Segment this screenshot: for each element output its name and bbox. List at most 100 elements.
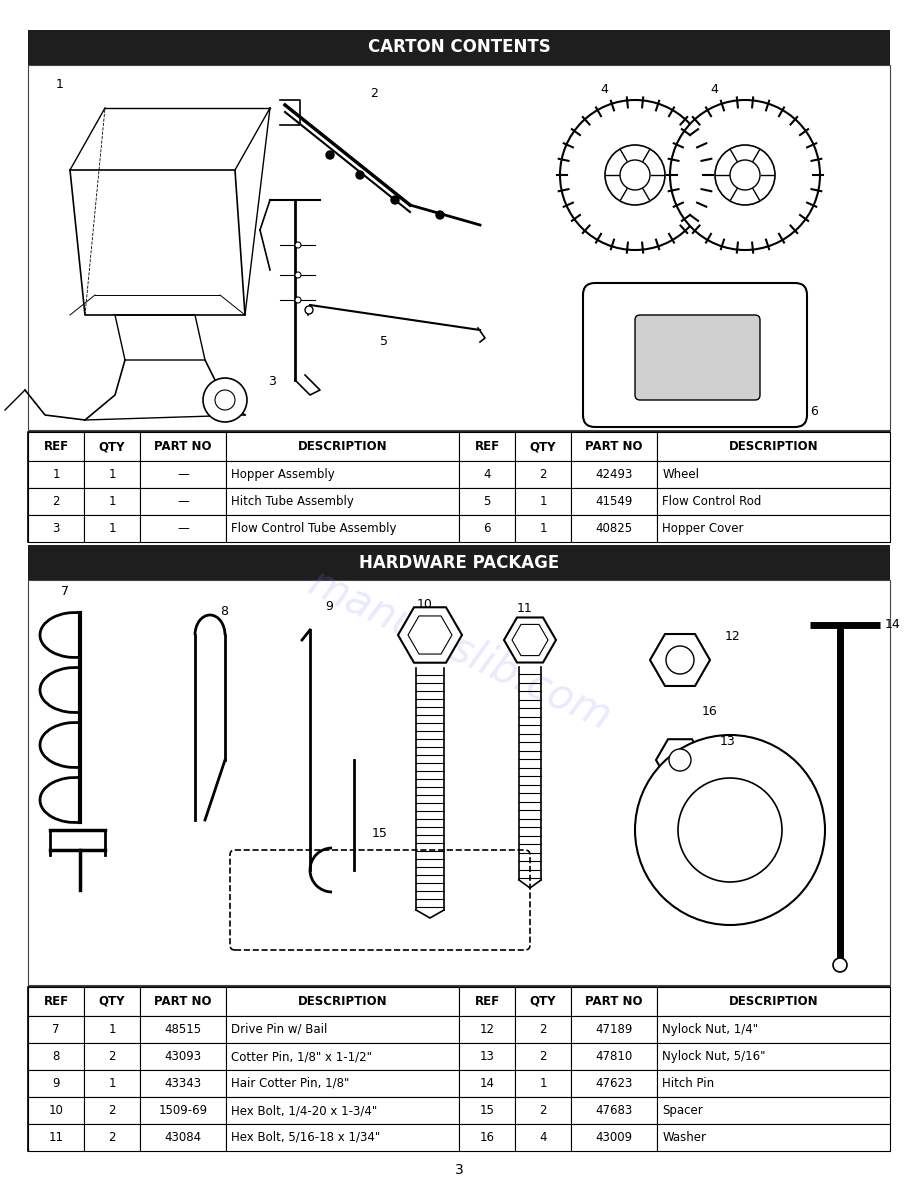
Text: QTY: QTY	[99, 996, 125, 1007]
Circle shape	[215, 390, 235, 410]
Text: 2: 2	[108, 1050, 116, 1063]
Text: 2: 2	[108, 1104, 116, 1117]
Text: Hopper Assembly: Hopper Assembly	[231, 468, 335, 481]
Text: 1: 1	[539, 522, 547, 535]
Text: 41549: 41549	[596, 495, 633, 508]
Circle shape	[833, 958, 847, 972]
Text: CARTON CONTENTS: CARTON CONTENTS	[367, 38, 551, 57]
Text: 43093: 43093	[164, 1050, 202, 1063]
Bar	[226, 1043, 459, 1070]
Bar	[657, 488, 890, 516]
Bar	[657, 987, 890, 1016]
Text: QTY: QTY	[530, 996, 556, 1007]
Bar	[28, 516, 84, 542]
Text: 47623: 47623	[596, 1078, 633, 1091]
Text: QTY: QTY	[99, 440, 125, 453]
Text: 7: 7	[52, 1023, 60, 1036]
Bar	[515, 987, 571, 1016]
Text: 9: 9	[52, 1078, 60, 1091]
Bar	[515, 1124, 571, 1151]
Bar	[226, 516, 459, 542]
Text: 48515: 48515	[164, 1023, 202, 1036]
Circle shape	[560, 100, 710, 249]
Text: Spacer: Spacer	[662, 1104, 703, 1117]
Bar	[571, 516, 657, 542]
Text: PART NO: PART NO	[154, 440, 212, 453]
Text: Hex Bolt, 5/16-18 x 1/34": Hex Bolt, 5/16-18 x 1/34"	[231, 1131, 380, 1144]
Bar	[140, 1124, 226, 1151]
Bar	[571, 1043, 657, 1070]
Circle shape	[678, 778, 782, 881]
Bar	[28, 1016, 84, 1043]
Text: Nylock Nut, 5/16": Nylock Nut, 5/16"	[662, 1050, 766, 1063]
Text: 3: 3	[454, 1163, 464, 1177]
Circle shape	[305, 307, 313, 314]
Bar	[515, 516, 571, 542]
Bar	[515, 1070, 571, 1097]
Text: 5: 5	[380, 335, 388, 348]
Bar	[226, 1124, 459, 1151]
Text: 47810: 47810	[596, 1050, 633, 1063]
Bar	[84, 1124, 140, 1151]
Bar	[459, 1070, 515, 1097]
Text: 1: 1	[108, 468, 116, 481]
Text: 1: 1	[108, 1078, 116, 1091]
Bar	[28, 987, 84, 1016]
Text: 4: 4	[710, 83, 718, 96]
Bar	[84, 516, 140, 542]
Text: 5: 5	[484, 495, 491, 508]
Bar	[84, 1016, 140, 1043]
Circle shape	[203, 378, 247, 422]
Bar	[515, 488, 571, 516]
Bar	[226, 488, 459, 516]
Circle shape	[295, 272, 301, 278]
Text: 13: 13	[720, 735, 735, 748]
Text: —: —	[177, 468, 189, 481]
Circle shape	[295, 242, 301, 248]
Circle shape	[635, 735, 825, 925]
Bar	[140, 488, 226, 516]
Text: 4: 4	[483, 468, 491, 481]
Bar	[226, 987, 459, 1016]
Bar	[459, 1097, 515, 1124]
Bar	[226, 461, 459, 488]
Bar	[459, 488, 515, 516]
Circle shape	[715, 145, 775, 206]
Bar	[515, 1043, 571, 1070]
Bar	[28, 1043, 84, 1070]
FancyBboxPatch shape	[635, 315, 760, 400]
Text: REF: REF	[475, 996, 499, 1007]
Text: 2: 2	[539, 1104, 547, 1117]
Text: manualslib.com: manualslib.com	[302, 562, 618, 739]
Bar	[84, 461, 140, 488]
Text: Drive Pin w/ Bail: Drive Pin w/ Bail	[231, 1023, 328, 1036]
Text: 2: 2	[539, 468, 547, 481]
Bar	[140, 1043, 226, 1070]
Text: Flow Control Tube Assembly: Flow Control Tube Assembly	[231, 522, 397, 535]
Text: 3: 3	[52, 522, 60, 535]
Bar	[84, 1043, 140, 1070]
Bar	[459, 1016, 515, 1043]
Text: Nylock Nut, 1/4": Nylock Nut, 1/4"	[662, 1023, 758, 1036]
Bar	[28, 545, 890, 580]
Bar	[571, 488, 657, 516]
Circle shape	[666, 646, 694, 674]
Bar	[28, 580, 890, 985]
Text: REF: REF	[43, 996, 69, 1007]
Bar	[28, 1070, 84, 1097]
Text: Hex Bolt, 1/4-20 x 1-3/4": Hex Bolt, 1/4-20 x 1-3/4"	[231, 1104, 377, 1117]
Circle shape	[326, 151, 334, 159]
Text: PART NO: PART NO	[586, 440, 643, 453]
Bar	[657, 1070, 890, 1097]
Circle shape	[436, 211, 444, 219]
Bar	[140, 1070, 226, 1097]
Text: QTY: QTY	[530, 440, 556, 453]
Text: Cotter Pin, 1/8" x 1-1/2": Cotter Pin, 1/8" x 1-1/2"	[231, 1050, 373, 1063]
Bar	[28, 1124, 84, 1151]
Bar	[571, 1097, 657, 1124]
Text: 11: 11	[49, 1131, 63, 1144]
Text: REF: REF	[475, 440, 499, 453]
Bar	[28, 65, 890, 430]
Text: REF: REF	[43, 440, 69, 453]
Bar	[28, 432, 890, 542]
